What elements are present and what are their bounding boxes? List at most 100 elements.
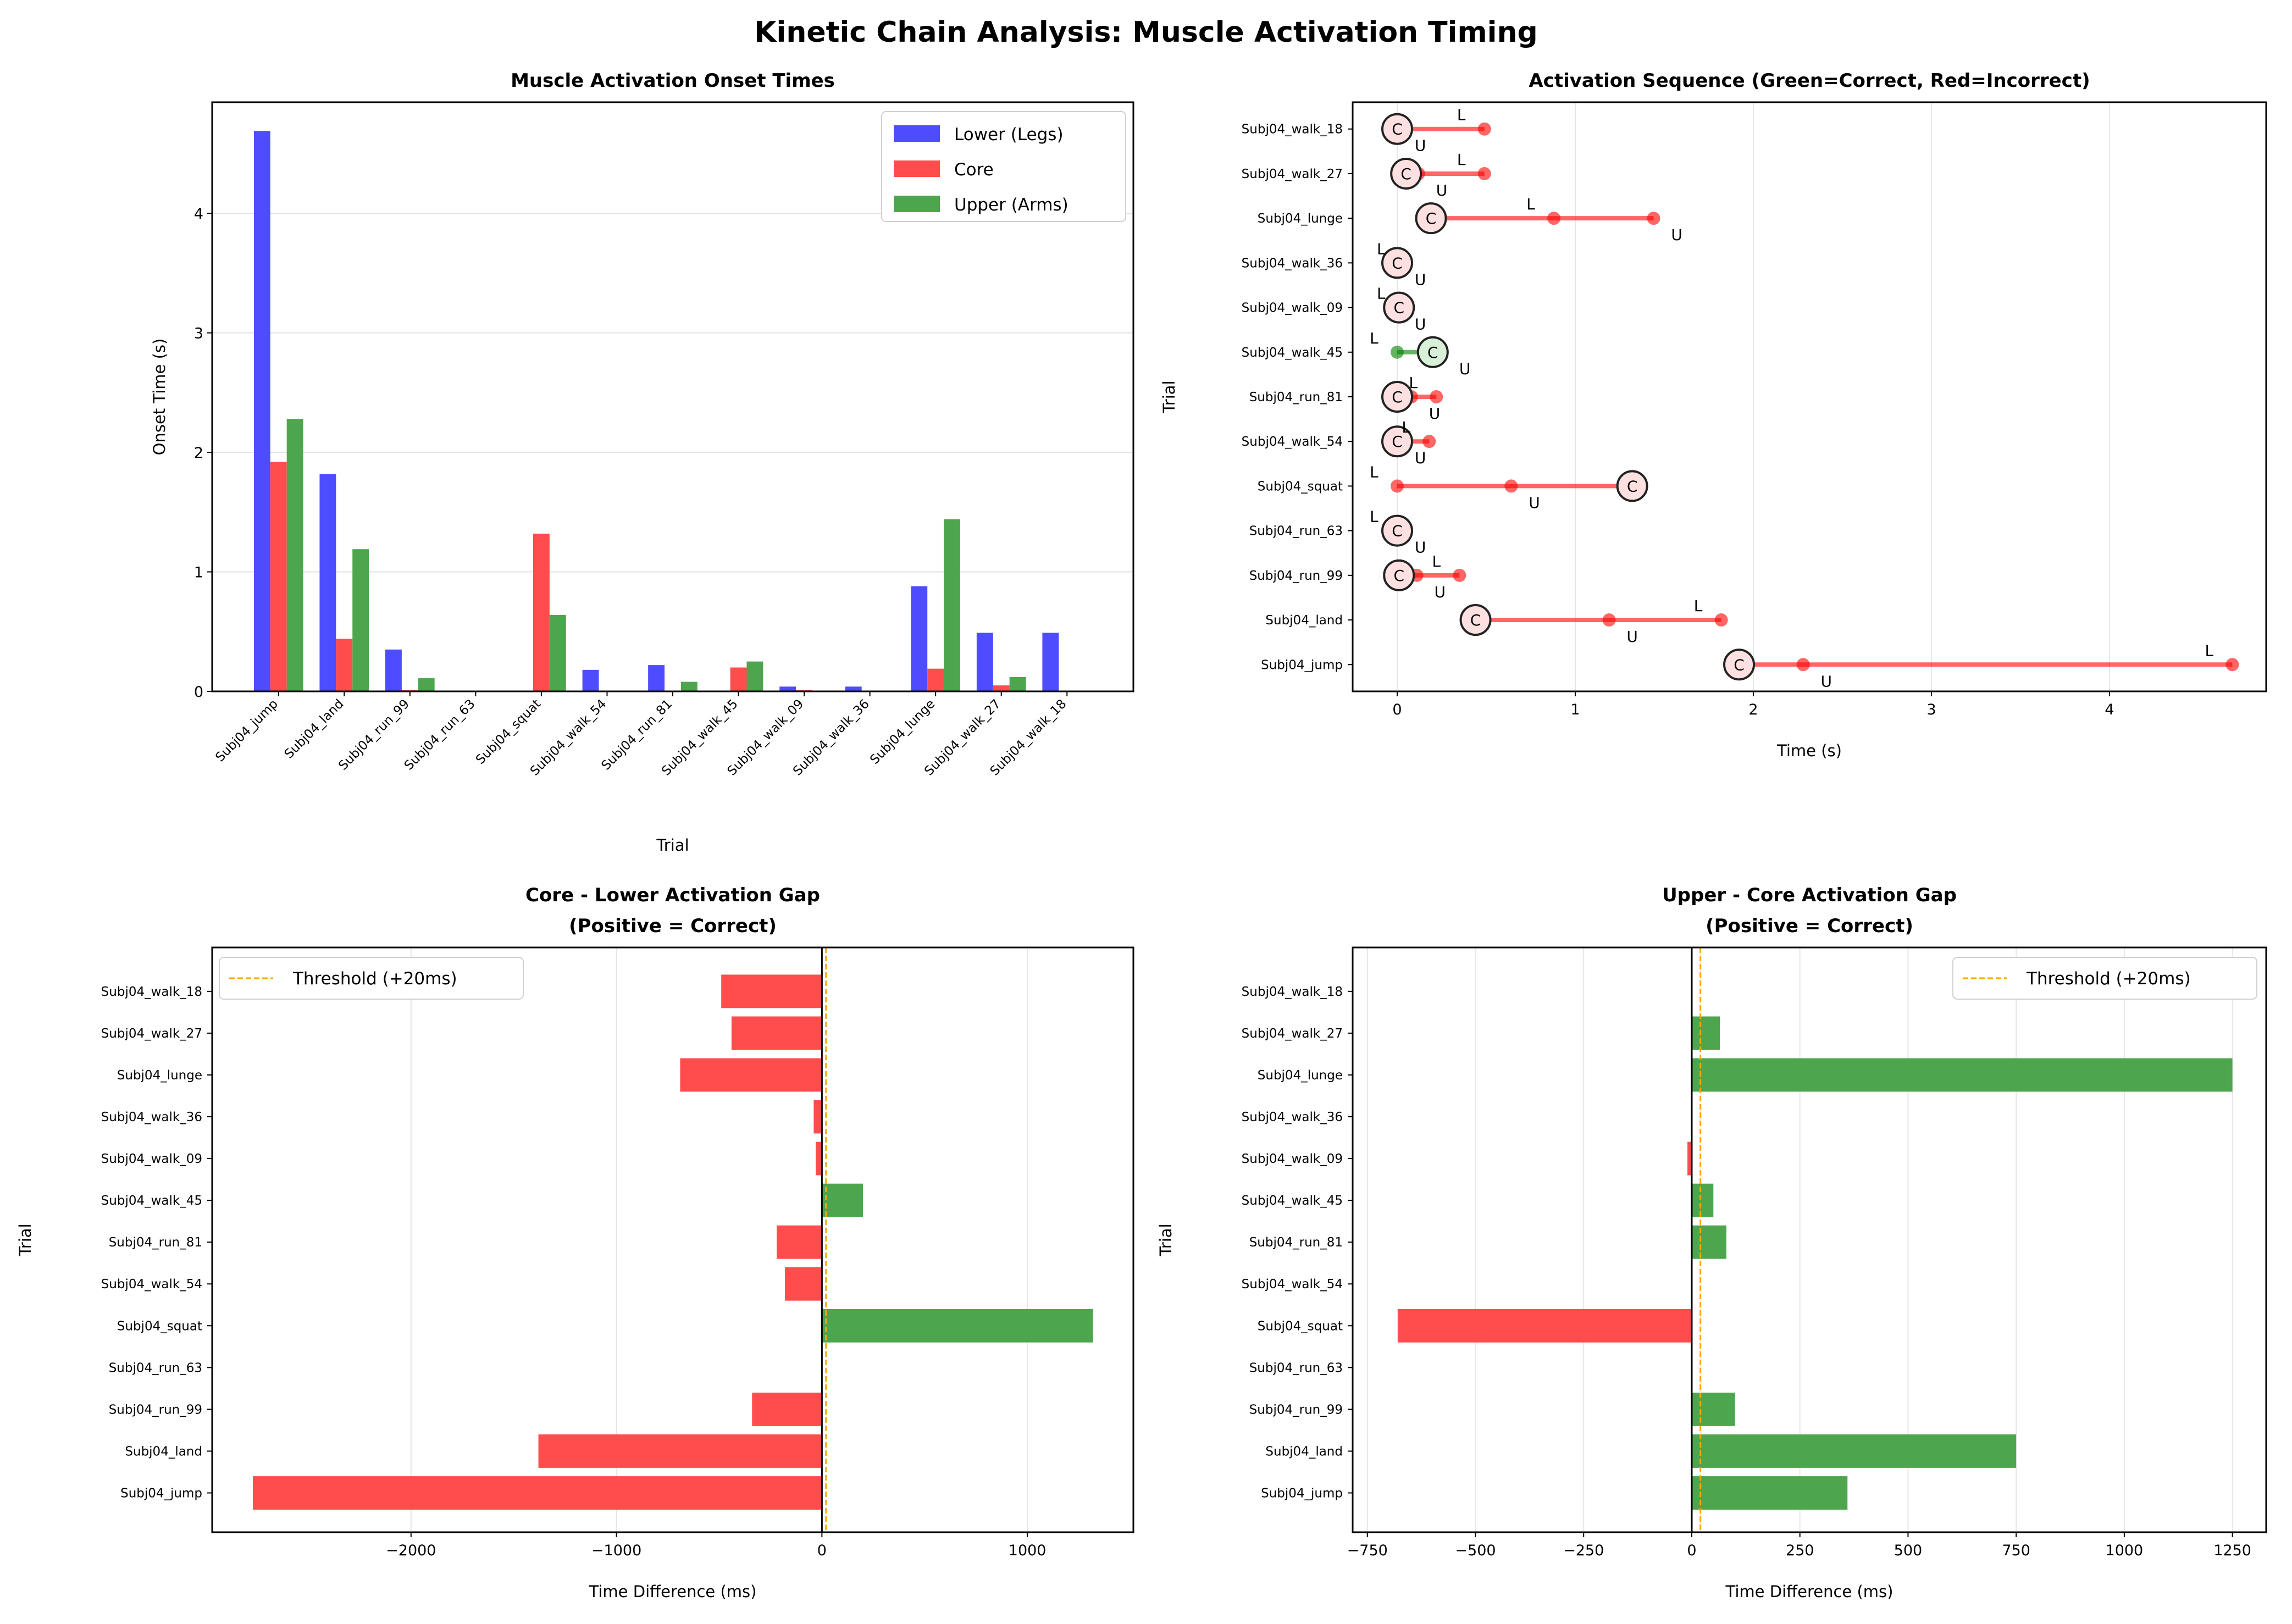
x-tick-label: 750 xyxy=(2002,1542,2030,1559)
legend-swatch xyxy=(894,125,940,142)
y-tick-label: Subj04_run_63 xyxy=(1249,524,1343,539)
core-marker xyxy=(1416,336,1449,368)
bar-lower xyxy=(319,474,336,691)
core-marker xyxy=(1616,470,1648,502)
bar-lower xyxy=(779,686,796,691)
upper-marker xyxy=(1602,613,1616,627)
y-tick-label: Subj04_walk_27 xyxy=(1242,1027,1343,1041)
core-marker-label: C xyxy=(1426,209,1437,228)
gap-bar xyxy=(777,1225,822,1259)
bar-lower xyxy=(976,633,993,691)
core-marker xyxy=(1415,202,1447,235)
lower-marker xyxy=(1477,167,1491,180)
y-tick-label: Subj04_walk_36 xyxy=(1242,256,1343,270)
x-tick-label: Subj04_land xyxy=(282,697,347,762)
gap-bar xyxy=(680,1058,822,1092)
x-tick-label: −750 xyxy=(1347,1542,1388,1559)
gap-bar xyxy=(813,1100,822,1134)
core-marker-label: C xyxy=(1400,165,1411,183)
core-marker-label: C xyxy=(1392,254,1403,272)
x-tick-label: Subj04_lunge xyxy=(867,697,938,767)
y-tick-label: Subj04_walk_09 xyxy=(1242,301,1343,315)
y-tick-label: 0 xyxy=(194,684,203,701)
y-tick-label: Subj04_walk_27 xyxy=(1242,167,1343,181)
lower-marker-label: L xyxy=(1526,195,1535,213)
bar-lower xyxy=(648,665,665,691)
gap-bar xyxy=(1691,1058,2233,1092)
bar-upper xyxy=(944,519,961,691)
y-tick-label: Subj04_walk_18 xyxy=(101,985,202,999)
bar-upper xyxy=(680,681,697,691)
y-tick-label: Subj04_walk_27 xyxy=(101,1027,202,1041)
core-marker-label: C xyxy=(1392,522,1403,540)
core-marker xyxy=(1459,604,1492,636)
y-tick-label: Subj04_squat xyxy=(1258,479,1343,494)
gap-bar xyxy=(822,1309,1093,1343)
bar-upper xyxy=(352,549,369,691)
lower-marker-label: L xyxy=(1457,151,1466,169)
lower-marker xyxy=(1390,345,1404,359)
x-tick-label: 0 xyxy=(817,1542,827,1559)
y-tick-label: 4 xyxy=(194,206,203,223)
chart-title: Muscle Activation Onset Times xyxy=(511,70,835,92)
x-tick-label: −250 xyxy=(1563,1542,1604,1559)
y-tick-label: Subj04_land xyxy=(125,1444,202,1459)
x-tick-label: Subj04_squat xyxy=(473,697,544,767)
x-tick-label: 1000 xyxy=(2106,1542,2144,1559)
gap-bar xyxy=(721,974,822,1008)
y-tick-label: Subj04_squat xyxy=(117,1319,202,1333)
legend-label: Upper (Arms) xyxy=(954,195,1069,215)
gap-bar xyxy=(1691,1225,1726,1259)
bar-lower xyxy=(385,649,402,691)
legend-swatch xyxy=(894,160,940,177)
x-tick-label: 1000 xyxy=(1009,1542,1047,1559)
core-marker-label: C xyxy=(1392,388,1403,406)
bar-upper xyxy=(746,661,763,691)
upper-marker-label: U xyxy=(1415,539,1426,557)
core-marker xyxy=(1381,247,1413,279)
y-tick-label: Subj04_jump xyxy=(1261,658,1343,672)
lower-marker xyxy=(1430,390,1443,403)
lower-marker-label: L xyxy=(1377,285,1386,303)
upper-marker-label: U xyxy=(1415,137,1426,155)
x-tick-label: 4 xyxy=(2105,701,2114,718)
bar-core xyxy=(730,667,747,691)
gap-bar xyxy=(1691,1016,1720,1050)
lower-marker xyxy=(2225,658,2239,672)
y-tick-label: Subj04_run_63 xyxy=(1249,1361,1343,1375)
upper-marker-label: U xyxy=(1415,270,1426,289)
y-tick-label: Subj04_walk_45 xyxy=(101,1194,202,1208)
y-tick-label: Subj04_walk_45 xyxy=(1242,1194,1343,1208)
y-tick-label: Subj04_land xyxy=(1265,613,1343,628)
y-tick-label: Subj04_jump xyxy=(1261,1487,1343,1501)
x-tick-label: 1 xyxy=(1570,701,1580,718)
x-tick-label: 3 xyxy=(1926,701,1936,718)
bar-upper xyxy=(418,678,435,691)
y-tick-label: Subj04_walk_36 xyxy=(101,1110,202,1124)
y-tick-label: Subj04_run_99 xyxy=(1249,569,1343,583)
x-tick-label: 0 xyxy=(1687,1542,1696,1559)
lower-marker-label: L xyxy=(1409,374,1418,392)
bar-lower xyxy=(582,669,599,691)
core-marker-label: C xyxy=(1470,611,1481,629)
gap-bar xyxy=(731,1016,822,1050)
y-axis-label: Trial xyxy=(1160,380,1178,413)
lower-marker xyxy=(1547,212,1561,225)
core-marker xyxy=(1383,291,1415,324)
y-tick-label: 1 xyxy=(194,564,203,581)
y-tick-label: Subj04_walk_54 xyxy=(101,1277,202,1292)
x-axis-label: Time (s) xyxy=(1776,741,1842,760)
gap-bar xyxy=(1397,1309,1692,1343)
y-tick-label: Subj04_jump xyxy=(120,1487,202,1501)
x-tick-label: Subj04_run_81 xyxy=(599,697,675,773)
lower-marker-label: L xyxy=(1370,463,1378,481)
lower-marker xyxy=(1453,568,1466,582)
lower-marker-label: L xyxy=(1457,106,1466,124)
lower-marker-label: L xyxy=(1370,329,1378,347)
core-marker xyxy=(1383,559,1415,591)
upper-marker-label: U xyxy=(1821,672,1833,690)
figure-title: Kinetic Chain Analysis: Muscle Activatio… xyxy=(754,16,1537,49)
x-tick-label: 2 xyxy=(1748,701,1758,718)
legend-label: Lower (Legs) xyxy=(954,125,1064,145)
